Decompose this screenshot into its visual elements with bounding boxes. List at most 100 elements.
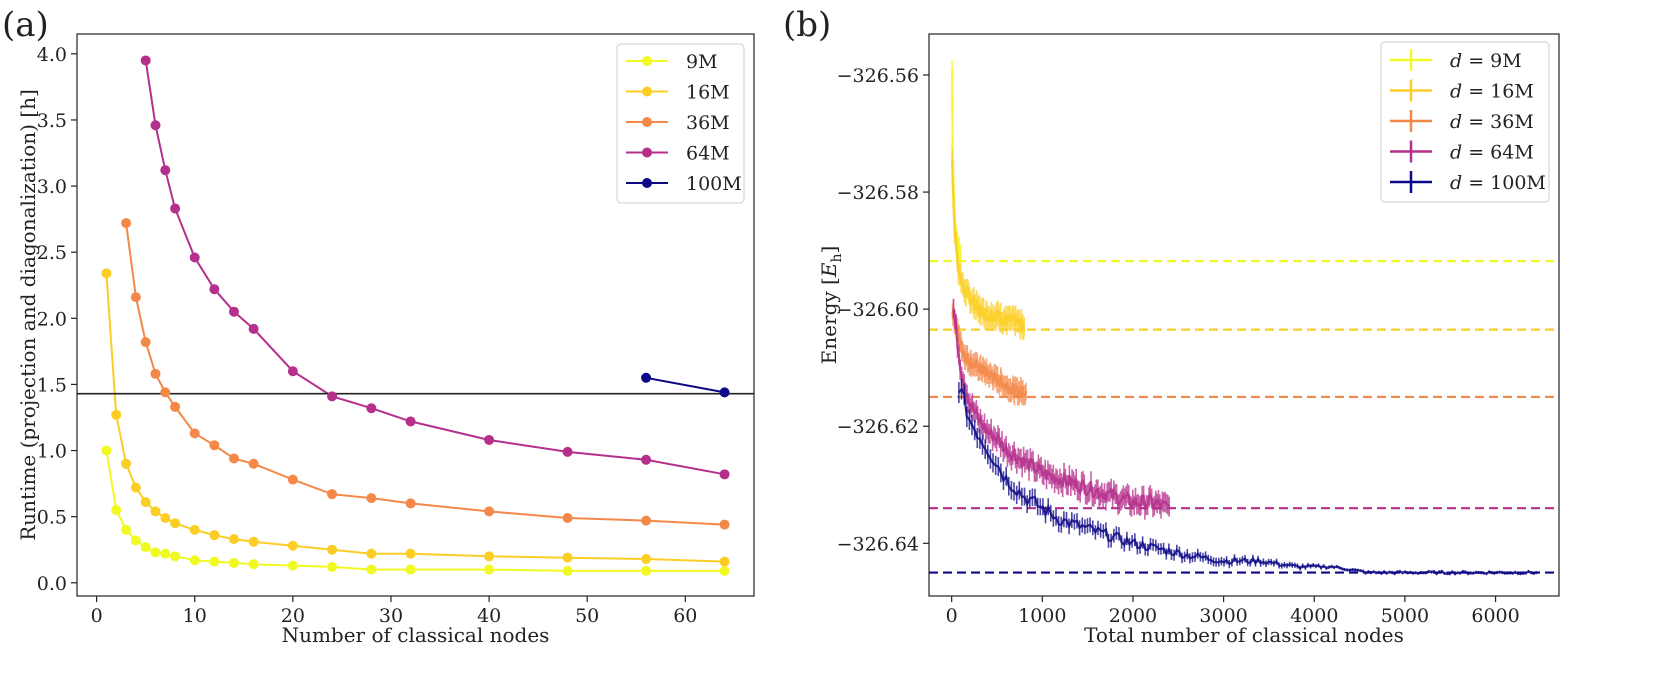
a-y-tick-label-1-0: 1.0: [37, 441, 67, 463]
data-point-16m-14: [366, 548, 377, 559]
panel-a-label: (a): [2, 5, 49, 45]
panel-b-y-axis-label-bracket-close: ]: [817, 246, 841, 254]
panel-a-series-points: [101, 55, 730, 576]
data-point-9m-2: [121, 524, 132, 535]
error-bars-d-16m: [951, 149, 1025, 340]
panel-b-y-axis-label-symbol: E: [817, 262, 841, 278]
legend-label-9m: 9M: [686, 51, 718, 73]
a-y-tick-label-0-0: 0.0: [37, 573, 67, 595]
data-point-9m-9: [209, 556, 220, 567]
a-x-tick-label-60: 60: [673, 605, 697, 627]
b-y-tick-label-326-62: −326.62: [837, 416, 919, 438]
data-point-16m-17: [562, 552, 573, 563]
a-y-tick-label-0-5: 0.5: [37, 507, 67, 529]
b-x-tick-label-3000: 3000: [1199, 605, 1247, 627]
data-point-36m-6: [189, 428, 200, 439]
a-y-tick-label-4-0: 4.0: [37, 44, 67, 66]
legend-label-16m: 16M: [686, 82, 730, 104]
data-point-64m-5: [209, 284, 220, 295]
data-point-64m-10: [366, 403, 377, 414]
data-point-9m-7: [170, 551, 181, 562]
data-point-64m-8: [287, 366, 298, 377]
b-y-tick-label-326-60: −326.60: [837, 299, 919, 321]
b-y-tick-label-326-64: −326.64: [837, 533, 919, 555]
panel-b-y-axis-label-bracket-open: [: [817, 277, 841, 285]
data-point-64m-12: [484, 434, 495, 445]
data-point-16m-2: [121, 458, 132, 469]
data-point-9m-11: [248, 559, 259, 570]
panel-b-x-axis-label: Total number of classical nodes: [1084, 623, 1404, 647]
data-point-9m-14: [366, 564, 377, 575]
panel-b-legend-box: [1380, 41, 1550, 203]
panel-b-label: (b): [783, 5, 831, 45]
panel-b-x-ticks: 0 1000 2000 3000 4000 5000 6000: [946, 596, 1520, 627]
data-point-36m-16: [641, 515, 652, 526]
legend-label-value-d-16m: = 16M: [1462, 81, 1534, 103]
data-point-36m-13: [405, 498, 416, 509]
series-line-d-36m: [951, 307, 1028, 398]
panel-a-legend-box: [616, 43, 745, 204]
series-line-d-16m: [951, 158, 1026, 333]
data-point-9m-6: [160, 548, 171, 559]
legend-label-value-d-36m: = 36M: [1462, 111, 1534, 133]
panel-a-legend: 9M 16M 36M 64M 100M: [616, 43, 745, 204]
data-point-64m-0: [140, 55, 151, 66]
data-point-36m-8: [228, 453, 239, 464]
panel-b-energy-chart: (b) 0 1000 2000 3000 4000 5000 6000 −326.56−32…: [783, 5, 1560, 647]
data-point-64m-2: [160, 165, 171, 176]
legend-label-d-64m: d = 64M: [1450, 142, 1534, 164]
data-point-100m-0: [641, 372, 652, 383]
data-point-9m-18: [641, 565, 652, 576]
data-point-36m-15: [562, 512, 573, 523]
data-point-16m-8: [189, 524, 200, 535]
legend-label-value-d-9m: = 9M: [1462, 50, 1522, 72]
data-point-9m-15: [405, 564, 416, 575]
panel-b-y-axis-label-subscript: h: [829, 254, 845, 263]
data-point-16m-13: [327, 544, 338, 555]
a-y-tick-label-3-5: 3.5: [37, 110, 67, 132]
data-point-36m-5: [170, 401, 181, 412]
data-point-64m-6: [228, 306, 239, 317]
data-point-64m-11: [405, 416, 416, 427]
panel-b-reference-lines: [929, 260, 1559, 574]
series-line-d-100m: [958, 387, 1537, 576]
a-y-tick-label-2-0: 2.0: [37, 308, 67, 330]
data-point-36m-9: [248, 458, 259, 469]
legend-marker-100m: [642, 178, 652, 188]
data-point-16m-1: [111, 409, 122, 420]
panel-a-x-ticks: 0 10 20 30 40 50 60: [91, 596, 697, 627]
data-point-36m-10: [287, 474, 298, 485]
legend-marker-9m: [642, 56, 652, 66]
panel-b-axes-frame: [928, 33, 1560, 597]
series-line-d-64m: [952, 308, 1171, 511]
data-point-64m-1: [150, 120, 161, 131]
data-point-16m-10: [228, 534, 239, 545]
legend-label-d-100m: d = 100M: [1450, 172, 1546, 194]
data-point-36m-1: [130, 292, 141, 303]
legend-label-var-d-100m: d: [1450, 172, 1462, 194]
b-x-tick-label-5000: 5000: [1381, 605, 1429, 627]
data-point-16m-3: [130, 482, 141, 493]
data-point-9m-13: [327, 561, 338, 572]
data-point-16m-6: [160, 512, 171, 523]
b-x-tick-label-4000: 4000: [1290, 605, 1338, 627]
panel-a-y-axis-label: Runtime (projection and diagonalization)…: [16, 89, 40, 541]
data-point-64m-4: [189, 252, 200, 263]
panel-a-axes-frame: [76, 33, 755, 597]
legend-label-36m: 36M: [686, 112, 730, 134]
data-point-9m-19: [719, 565, 730, 576]
data-point-36m-17: [719, 519, 730, 530]
legend-label-var-d-9m: d: [1450, 50, 1462, 72]
data-point-9m-12: [287, 560, 298, 571]
data-point-9m-17: [562, 565, 573, 576]
data-point-16m-12: [287, 540, 298, 551]
legend-marker-16m: [642, 86, 652, 97]
data-point-16m-7: [170, 518, 181, 529]
legend-label-value-d-100m: = 100M: [1462, 172, 1546, 194]
data-point-16m-9: [209, 530, 220, 541]
data-point-16m-16: [484, 551, 495, 562]
b-x-tick-label-6000: 6000: [1471, 605, 1519, 627]
a-x-tick-label-0: 0: [91, 605, 103, 627]
panel-b-y-axis-label: Energy [Eh]: [817, 246, 845, 365]
a-y-tick-label-1-5: 1.5: [37, 374, 67, 396]
